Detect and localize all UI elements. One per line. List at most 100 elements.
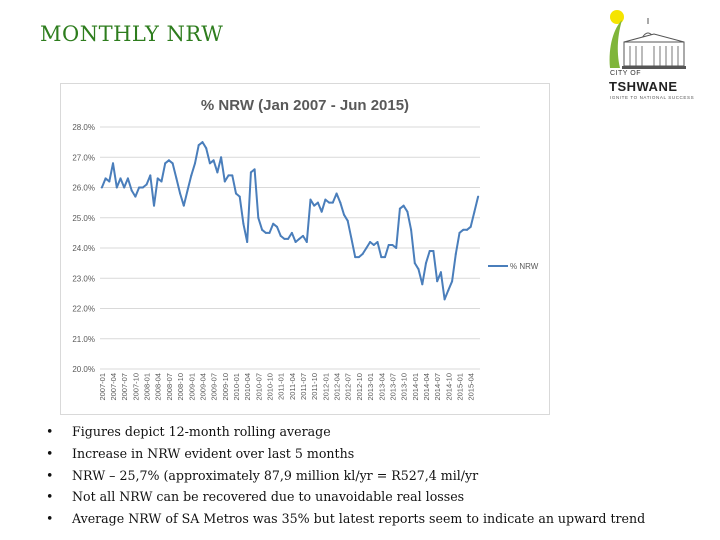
- x-tick-label: 2012-01: [321, 373, 330, 401]
- data-point: [257, 216, 260, 219]
- data-point: [369, 240, 372, 243]
- nrw-line-chart: % NRW (Jan 2007 - Jun 2015) 20.0% 21.0% 22…: [60, 83, 550, 415]
- data-point: [447, 289, 450, 292]
- bullet-dot-icon: •: [46, 467, 54, 483]
- data-point: [298, 237, 301, 240]
- city-hall-icon: [609, 10, 686, 69]
- x-tick-label: 2007-01: [98, 373, 107, 401]
- data-point: [246, 240, 249, 243]
- data-point: [324, 198, 327, 201]
- data-point: [126, 177, 129, 180]
- y-tick-label: 25.0%: [72, 214, 95, 223]
- data-point: [123, 186, 126, 189]
- data-point: [156, 177, 159, 180]
- data-point: [234, 192, 237, 195]
- data-point: [231, 174, 234, 177]
- data-point: [290, 231, 293, 234]
- y-tick-label: 27.0%: [72, 153, 95, 162]
- x-tick-label: 2008-01: [143, 373, 152, 401]
- data-point: [398, 207, 401, 210]
- x-tick-label: 2010-10: [266, 373, 275, 401]
- data-point: [458, 231, 461, 234]
- data-point: [190, 174, 193, 177]
- data-point: [313, 204, 316, 207]
- data-point: [391, 243, 394, 246]
- data-point: [220, 156, 223, 159]
- x-tick-label: 2012-10: [355, 373, 364, 401]
- bullet-text: NRW – 25,7% (approximately 87,9 million …: [72, 467, 479, 483]
- x-tick-label: 2015-01: [456, 373, 465, 401]
- data-point: [395, 247, 398, 249]
- x-tick-label: 2014-04: [422, 373, 431, 401]
- data-point: [238, 195, 241, 198]
- x-tick-label: 2014-07: [433, 373, 442, 401]
- x-tick-label: 2009-04: [198, 373, 207, 401]
- data-point: [119, 177, 122, 180]
- bullet-text: Not all NRW can be recovered due to unav…: [72, 489, 465, 505]
- x-tick-label: 2014-01: [411, 373, 420, 401]
- data-point: [343, 213, 346, 216]
- data-point: [350, 237, 353, 240]
- logo-city-of: CITY OF: [610, 70, 641, 77]
- data-point: [104, 177, 107, 180]
- data-point: [365, 247, 368, 249]
- bullet-item: • Average NRW of SA Metros was 35% but la…: [44, 508, 714, 530]
- data-point: [186, 189, 189, 192]
- bullet-text: Increase in NRW evident over last 5 mont…: [72, 445, 355, 461]
- data-point: [384, 256, 386, 259]
- y-tick-label: 28.0%: [72, 123, 95, 132]
- x-tick-label: 2011-04: [288, 373, 297, 400]
- data-point: [357, 256, 360, 259]
- data-point: [112, 162, 115, 165]
- bullet-dot-icon: •: [46, 489, 54, 505]
- y-tick-label: 24.0%: [72, 244, 95, 253]
- data-point: [432, 250, 435, 253]
- x-tick-label: 2014-10: [444, 373, 453, 401]
- bullet-text: Figures depict 12-month rolling average: [72, 424, 331, 439]
- y-tick-label: 20.0%: [72, 365, 95, 374]
- x-tick-label: 2013-07: [388, 373, 397, 401]
- data-point: [320, 210, 323, 213]
- chart-frame: [60, 83, 550, 415]
- data-point: [402, 204, 405, 207]
- data-point: [462, 228, 465, 231]
- data-point: [335, 192, 338, 195]
- data-point: [194, 162, 196, 165]
- bullet-dot-icon: •: [46, 445, 54, 461]
- data-point: [145, 183, 148, 186]
- data-point: [249, 171, 252, 174]
- data-point: [417, 268, 420, 271]
- data-point: [201, 141, 204, 144]
- x-tick-label: 2013-10: [400, 373, 409, 401]
- y-tick-label: 26.0%: [72, 184, 95, 193]
- data-point: [216, 171, 219, 174]
- bullet-list: • Figures depict 12-month rolling average…: [44, 421, 714, 530]
- data-point: [171, 162, 174, 165]
- data-point: [179, 192, 182, 195]
- x-tick-label: 2007-10: [131, 373, 140, 401]
- x-tick-label: 2015-04: [467, 373, 476, 401]
- data-point: [469, 225, 472, 228]
- x-tick-label: 2013-01: [366, 373, 375, 401]
- data-point: [253, 168, 256, 171]
- x-tick-label: 2007-07: [120, 373, 129, 401]
- x-tick-label: 2008-10: [176, 373, 185, 401]
- data-point: [149, 174, 152, 177]
- x-tick-label: 2008-07: [165, 373, 174, 401]
- slide-title: MONTHLY NRW: [40, 22, 224, 46]
- data-point: [294, 240, 297, 243]
- x-tick-label: 2009-01: [187, 373, 196, 401]
- x-tick-label: 2011-01: [277, 373, 286, 400]
- data-point: [182, 204, 185, 207]
- x-tick-label: 2013-04: [377, 373, 386, 401]
- data-point: [115, 186, 118, 189]
- data-point: [354, 256, 357, 259]
- logo-tagline: IGNITE TO NATIONAL SUCCESS: [610, 95, 695, 100]
- data-point: [275, 225, 278, 228]
- data-point: [428, 250, 431, 253]
- data-point: [387, 243, 390, 246]
- data-point: [328, 201, 331, 204]
- bullet-dot-icon: •: [46, 424, 54, 439]
- bullet-item: • Figures depict 12-month rolling average: [44, 421, 714, 443]
- data-point: [372, 243, 375, 246]
